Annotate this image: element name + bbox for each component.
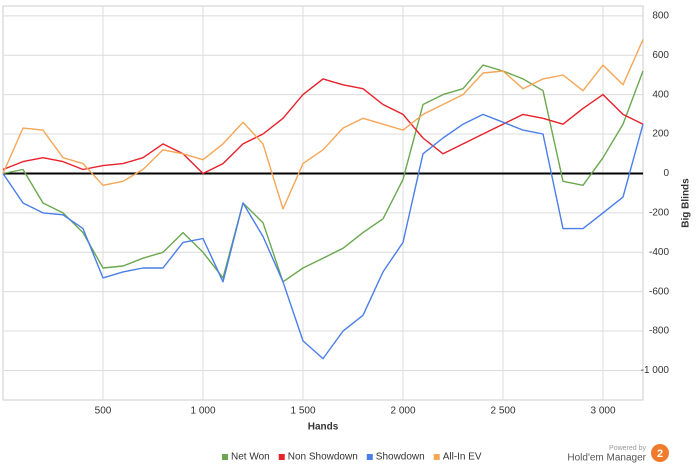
series-line — [2, 64, 644, 283]
y-axis-title: Big Blinds — [681, 178, 692, 228]
y-tick-label: 800 — [652, 10, 669, 21]
x-tick-label: 1 000 — [190, 406, 215, 417]
plot-area — [2, 5, 644, 401]
legend-swatch — [366, 454, 373, 460]
x-axis-title: Hands — [308, 422, 339, 433]
brand-logo — [651, 444, 669, 462]
legend-label: Non Showdown — [288, 452, 358, 463]
legend-swatch — [222, 454, 228, 460]
y-tick-label: 600 — [652, 50, 669, 61]
brand-powered: Powered by — [609, 445, 646, 452]
y-tick-label: -1 000 — [641, 365, 670, 376]
x-tick-label: 2 000 — [390, 406, 415, 417]
legend-label: All-In EV — [443, 452, 482, 463]
legend: Net Won Non Showdown Showdown All-In EV — [222, 452, 482, 463]
legend-label: Showdown — [376, 452, 425, 463]
x-tick-label: 1 500 — [290, 406, 315, 417]
y-tick-label: -800 — [649, 326, 669, 337]
brand-badge: 2 — [657, 448, 663, 460]
legend-label: Net Won — [231, 452, 270, 463]
series-line — [2, 113, 644, 360]
x-tick-label: 2 500 — [490, 406, 515, 417]
y-tick-label: -400 — [649, 247, 669, 258]
series-line — [2, 78, 644, 175]
y-tick-label: 400 — [652, 89, 669, 100]
series-line — [2, 39, 644, 210]
y-tick-label: -600 — [649, 286, 669, 297]
x-tick-label: 3 000 — [590, 406, 615, 417]
legend-swatch — [433, 454, 440, 460]
legend-swatch — [278, 454, 285, 460]
y-tick-label: -200 — [649, 207, 669, 218]
brand-product: Hold'em Manager — [567, 453, 646, 464]
y-tick-label: 0 — [663, 168, 669, 179]
x-tick-label: 500 — [95, 406, 112, 417]
y-tick-label: 200 — [652, 129, 669, 140]
